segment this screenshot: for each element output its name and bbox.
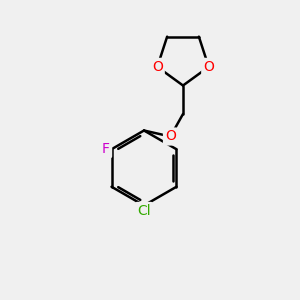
Text: Cl: Cl (137, 204, 151, 218)
Text: O: O (152, 60, 163, 74)
Text: O: O (165, 130, 176, 143)
Text: F: F (102, 142, 110, 156)
Text: O: O (203, 60, 214, 74)
